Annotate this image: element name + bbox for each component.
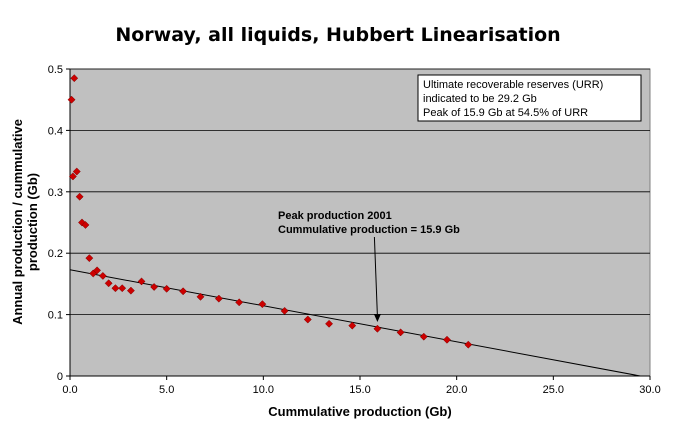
data-point	[419, 332, 428, 341]
annotation-line-3: Peak of 15.9 Gb at 54.5% of URR	[423, 107, 588, 119]
annotation-box: Ultimate recoverable reserves (URR) indi…	[417, 74, 642, 122]
data-point	[126, 286, 135, 295]
data-point	[443, 335, 451, 344]
chart-title: Norway, all liquids, Hubbert Linearisati…	[115, 24, 560, 46]
data-point	[81, 221, 90, 229]
y-axis-label-line-2: production (Gb)	[25, 173, 40, 271]
data-point	[85, 254, 94, 263]
data-point	[162, 284, 171, 293]
y-tick-label: 0.1	[48, 310, 63, 322]
data-point	[303, 315, 312, 324]
data-points	[67, 74, 473, 349]
data-point	[93, 266, 102, 275]
peak-label-line-2: Cummulative production = 15.9 Gb	[278, 224, 460, 236]
y-tick-label: 0.5	[48, 64, 63, 76]
peak-arrow	[373, 236, 378, 316]
x-axis-label: Cummulative production (Gb)	[268, 404, 451, 419]
data-point	[104, 279, 113, 288]
y-tick-labels: 0 0.1 0.2 0.3 0.4 0.5	[48, 64, 63, 383]
data-point	[235, 298, 244, 307]
data-point	[70, 74, 79, 83]
data-point	[72, 167, 81, 176]
peak-annotation: Peak production 2001 Cummulative product…	[278, 210, 460, 322]
data-point	[214, 294, 223, 303]
data-point	[67, 95, 76, 104]
annotation-line-2: indicated to be 29.2 Gb	[423, 93, 537, 105]
data-point	[396, 328, 405, 337]
x-tick-label: 20.0	[446, 384, 467, 396]
data-point	[137, 277, 146, 286]
axes	[66, 68, 651, 380]
y-tick-label: 0.3	[48, 187, 63, 199]
y-tick-label: 0.2	[48, 248, 63, 260]
x-tick-label: 5.0	[159, 384, 174, 396]
y-axis-label: Annual production / cummulative producti…	[10, 119, 40, 325]
annotation-line-1: Ultimate recoverable reserves (URR)	[423, 79, 603, 91]
x-tick-label: 0.0	[62, 384, 77, 396]
data-point	[179, 287, 188, 296]
data-point	[373, 324, 382, 333]
x-tick-label: 30.0	[639, 384, 660, 396]
data-point	[348, 321, 357, 330]
peak-label-line-1: Peak production 2001	[278, 210, 392, 222]
data-point	[150, 283, 159, 291]
x-tick-label: 15.0	[349, 384, 370, 396]
data-point	[196, 292, 205, 301]
data-point	[118, 284, 127, 293]
data-point	[68, 172, 77, 181]
data-point	[111, 284, 120, 293]
y-tick-label: 0	[57, 371, 63, 383]
data-point	[258, 300, 267, 309]
data-point	[280, 306, 289, 315]
x-tick-labels: 0.0 5.0 10.0 15.0 20.0 25.0 30.0	[62, 384, 660, 396]
y-axis-label-line-1: Annual production / cummulative	[10, 119, 25, 325]
y-tick-label: 0.4	[48, 125, 63, 137]
x-tick-label: 25.0	[543, 384, 564, 396]
data-point	[464, 340, 473, 349]
peak-arrowhead	[373, 313, 381, 322]
gridlines	[70, 68, 650, 316]
data-point	[75, 192, 84, 201]
x-tick-label: 10.0	[253, 384, 274, 396]
data-point	[98, 271, 107, 280]
data-point	[325, 319, 334, 328]
